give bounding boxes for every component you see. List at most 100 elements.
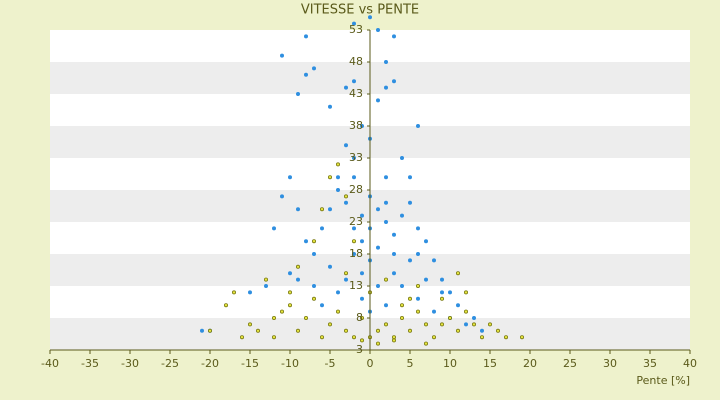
point <box>415 251 420 256</box>
point <box>359 338 364 343</box>
point <box>383 60 388 65</box>
point <box>383 322 388 327</box>
point <box>359 271 364 276</box>
point <box>415 309 420 314</box>
y-tick-label: 28 <box>349 183 363 196</box>
point <box>295 92 300 97</box>
point <box>415 226 420 231</box>
point <box>439 322 444 327</box>
point <box>319 207 324 212</box>
x-tick-label: 30 <box>603 357 617 370</box>
point <box>351 79 356 84</box>
point <box>463 309 468 314</box>
point <box>391 335 396 340</box>
point <box>319 226 324 231</box>
point <box>479 328 484 333</box>
point <box>423 277 428 282</box>
point <box>503 335 508 340</box>
point <box>367 15 372 20</box>
point <box>399 315 404 320</box>
point <box>520 335 525 340</box>
x-tick-label: 35 <box>643 357 657 370</box>
x-tick-label: 10 <box>443 357 457 370</box>
point <box>375 27 380 32</box>
x-tick-label: 20 <box>523 357 537 370</box>
chart-title: VITESSE vs PENTE <box>301 3 419 18</box>
x-tick-label: 15 <box>483 357 497 370</box>
point <box>431 335 436 340</box>
x-tick-label: 25 <box>563 357 577 370</box>
point <box>247 322 252 327</box>
point <box>311 251 316 256</box>
point <box>271 226 276 231</box>
point <box>327 207 332 212</box>
y-tick-label: 48 <box>349 55 363 68</box>
point <box>343 200 348 205</box>
x-tick-label: -20 <box>201 357 219 370</box>
point <box>471 322 476 327</box>
y-tick-label: 23 <box>349 215 363 228</box>
point <box>327 322 332 327</box>
point <box>303 72 308 77</box>
point <box>455 271 460 276</box>
point <box>287 175 292 180</box>
x-tick-label: -15 <box>241 357 259 370</box>
point <box>439 290 444 295</box>
point <box>335 162 340 167</box>
y-tick-label: 33 <box>349 151 363 164</box>
point <box>255 328 260 333</box>
point <box>423 322 428 327</box>
point <box>423 239 428 244</box>
point <box>295 207 300 212</box>
point <box>375 328 380 333</box>
point <box>399 213 404 218</box>
point <box>231 290 236 295</box>
point <box>351 226 356 231</box>
point <box>383 175 388 180</box>
point <box>327 264 332 269</box>
point <box>399 303 404 308</box>
point <box>407 200 412 205</box>
point <box>375 283 380 288</box>
point <box>303 315 308 320</box>
point <box>279 194 284 199</box>
x-tick-label: 40 <box>683 357 697 370</box>
point <box>279 53 284 58</box>
y-tick-label: 13 <box>349 279 363 292</box>
point <box>311 283 316 288</box>
point <box>383 219 388 224</box>
point <box>375 245 380 250</box>
point <box>327 104 332 109</box>
point <box>399 283 404 288</box>
x-tick-label: -10 <box>281 357 299 370</box>
y-tick-label: 53 <box>349 23 363 36</box>
x-tick-label: 5 <box>407 357 414 370</box>
point <box>343 328 348 333</box>
point <box>351 175 356 180</box>
x-tick-label: 0 <box>367 357 374 370</box>
point <box>247 290 252 295</box>
point <box>407 296 412 301</box>
point <box>311 66 316 71</box>
point <box>383 200 388 205</box>
point <box>343 143 348 148</box>
point <box>383 85 388 90</box>
y-tick-label: 43 <box>349 87 363 100</box>
point <box>351 251 356 256</box>
point <box>295 264 300 269</box>
point <box>375 341 380 346</box>
point <box>407 328 412 333</box>
point <box>335 309 340 314</box>
point <box>287 271 292 276</box>
point <box>319 335 324 340</box>
point <box>263 277 268 282</box>
point <box>407 175 412 180</box>
y-tick-label: 8 <box>356 311 363 324</box>
point <box>335 290 340 295</box>
point <box>343 85 348 90</box>
point <box>359 124 364 129</box>
point <box>223 303 228 308</box>
point <box>447 290 452 295</box>
point <box>391 271 396 276</box>
point <box>343 194 348 199</box>
